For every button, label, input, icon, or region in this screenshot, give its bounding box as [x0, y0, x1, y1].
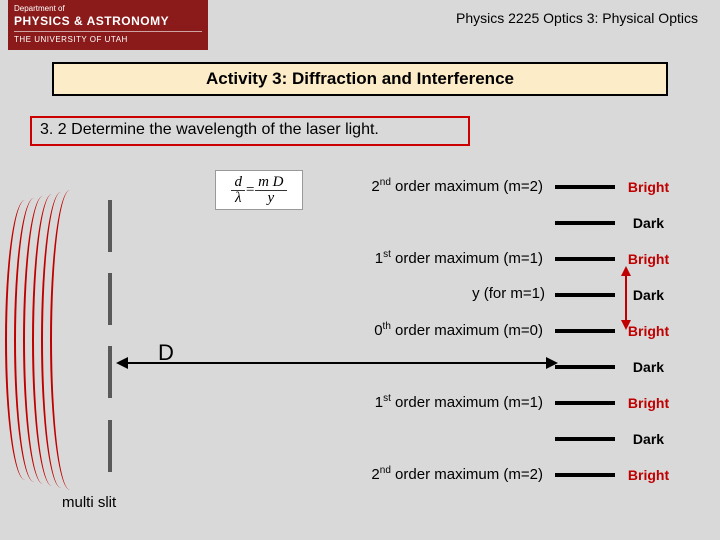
fringe-row: Bright [555, 319, 676, 343]
department-badge: Department of PHYSICS & ASTRONOMY THE UN… [8, 0, 208, 50]
fringe-row: Bright [555, 463, 676, 487]
barrier-segment [108, 420, 112, 472]
barrier-segment [108, 200, 112, 252]
barrier-segment [108, 346, 112, 398]
fringe-row: Bright [555, 391, 676, 415]
dept-line1: Department of [14, 4, 202, 14]
fringe-row: Dark [555, 427, 676, 451]
d-label: D [158, 340, 174, 366]
fringe-row: Dark [555, 283, 676, 307]
maximum-label: 2nd order maximum (m=2) [318, 177, 543, 195]
fringe-row: Dark [555, 211, 676, 235]
dept-line2: PHYSICS & ASTRONOMY [14, 14, 202, 28]
fringe-row: Dark [555, 355, 676, 379]
activity-title: Activity 3: Diffraction and Interference [52, 62, 668, 96]
section-title: 3. 2 Determine the wavelength of the las… [30, 116, 470, 146]
fringe-row: Bright [555, 247, 676, 271]
multi-slit-label: multi slit [62, 494, 116, 511]
fringe-row: Bright [555, 175, 676, 199]
course-header: Physics 2225 Optics 3: Physical Optics [456, 10, 698, 26]
d-distance-arrow [118, 362, 556, 364]
dept-line3: THE UNIVERSITY OF UTAH [14, 35, 202, 45]
equation: dλ = m Dy [215, 170, 303, 210]
y-label: y (for m=1) [430, 285, 545, 302]
maximum-label: 1st order maximum (m=1) [318, 249, 543, 267]
y-arrow [625, 268, 627, 328]
maximum-label: 2nd order maximum (m=2) [318, 465, 543, 483]
maximum-label: 1st order maximum (m=1) [318, 393, 543, 411]
barrier-segment [108, 273, 112, 325]
maximum-label: 0th order maximum (m=0) [318, 321, 543, 339]
wavefront [50, 190, 90, 490]
